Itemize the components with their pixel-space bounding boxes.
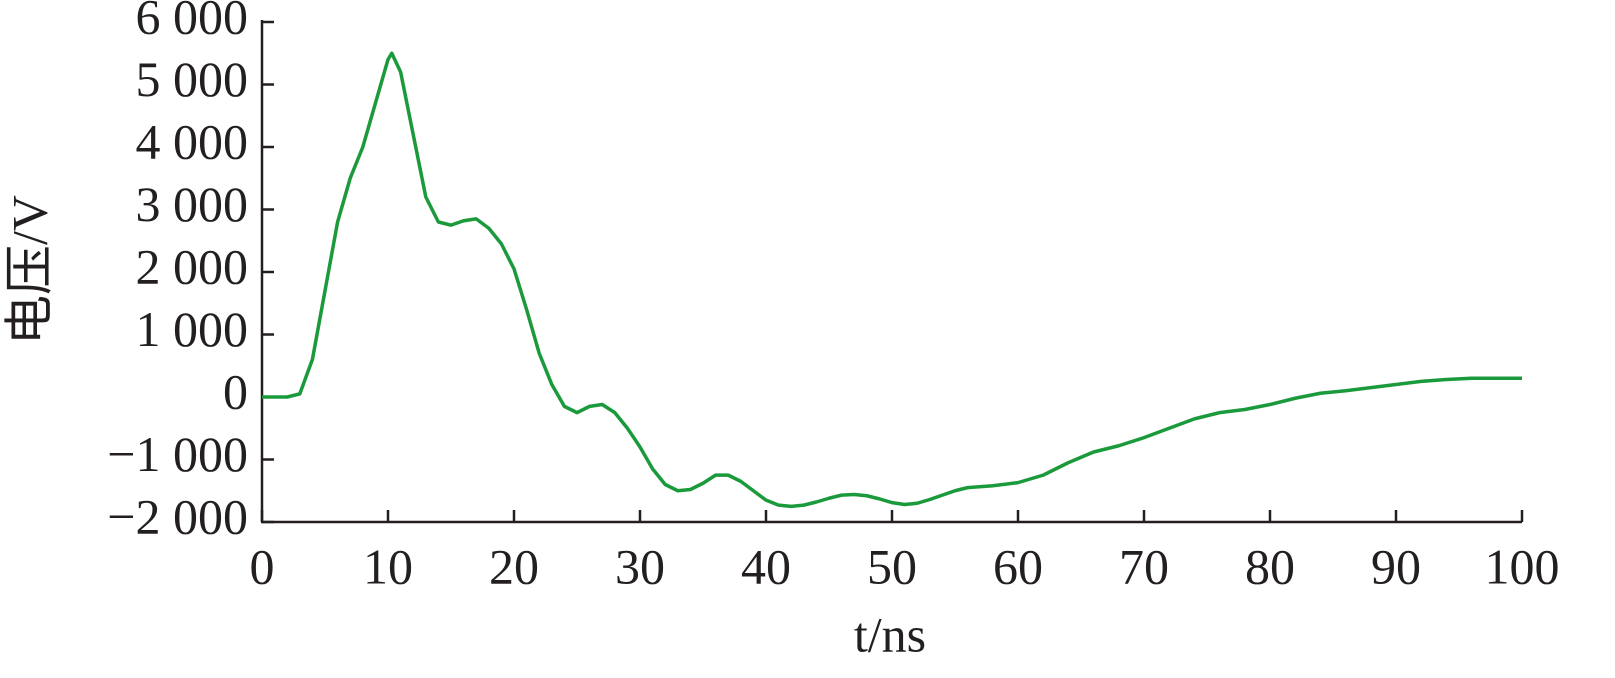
- x-tick-label: 30: [615, 538, 665, 594]
- x-tick-label: 70: [1119, 538, 1169, 594]
- y-tick-label: 5 000: [136, 51, 249, 107]
- x-tick-label: 0: [250, 538, 275, 594]
- y-axis-label: 电压/V: [1, 195, 57, 345]
- x-tick-label: 50: [867, 538, 917, 594]
- y-tick-label: −1 000: [107, 426, 248, 482]
- x-tick-label: 40: [741, 538, 791, 594]
- y-tick-label: 2 000: [136, 238, 249, 294]
- y-tick-label: 3 000: [136, 176, 249, 232]
- x-tick-label: 100: [1485, 538, 1560, 594]
- y-tick-label: 0: [223, 363, 248, 419]
- x-axis-label: t/ns: [854, 606, 926, 662]
- x-tick-label: 10: [363, 538, 413, 594]
- y-tick-label: 1 000: [136, 301, 249, 357]
- y-tick-label: 6 000: [136, 0, 249, 44]
- x-tick-label: 90: [1371, 538, 1421, 594]
- x-tick-label: 80: [1245, 538, 1295, 594]
- data-line: [262, 51, 1522, 509]
- x-tick-label: 20: [489, 538, 539, 594]
- x-tick-label: 60: [993, 538, 1043, 594]
- y-tick-label: 4 000: [136, 113, 249, 169]
- y-tick-label: −2 000: [107, 488, 248, 544]
